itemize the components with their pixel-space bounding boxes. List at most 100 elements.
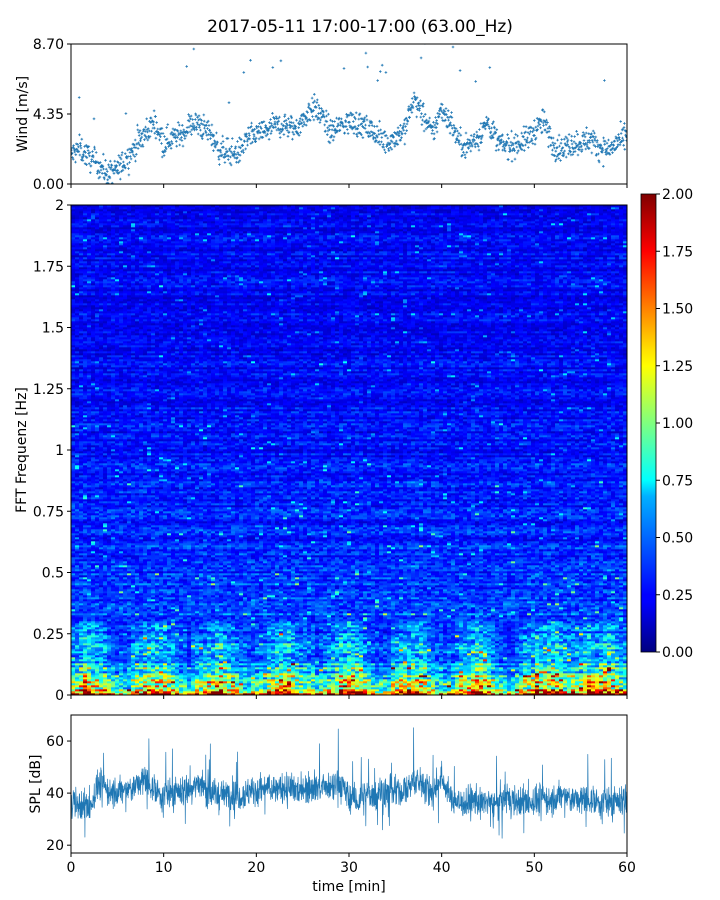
heatmap-cell: [279, 687, 283, 689]
heatmap-cell: [391, 687, 395, 689]
heatmap-cell: [543, 669, 547, 671]
heatmap-cell: [575, 669, 579, 671]
heatmap-cell: [275, 659, 279, 661]
heatmap-cell: [399, 685, 403, 687]
heatmap-cell: [351, 675, 355, 677]
heatmap-cell: [71, 683, 75, 685]
heatmap-cell: [607, 671, 611, 673]
heatmap-cell: [307, 653, 311, 655]
heatmap-cell: [479, 673, 483, 675]
heatmap-cell: [107, 679, 111, 681]
heatmap-cell: [531, 659, 535, 661]
heatmap-cell: [215, 647, 219, 649]
heatmap-cell: [295, 687, 299, 689]
heatmap-cell: [407, 655, 411, 657]
heatmap-cell: [255, 655, 259, 657]
heatmap-cell: [327, 647, 331, 649]
heatmap-cell: [443, 659, 447, 661]
heatmap-cell: [523, 677, 527, 679]
heatmap-cell: [531, 657, 535, 659]
heatmap-cell: [351, 681, 355, 683]
heatmap-cell: [331, 683, 335, 685]
heatmap-cell: [271, 677, 275, 679]
heatmap-cell: [163, 675, 167, 677]
heatmap-cell: [207, 687, 211, 689]
heatmap-cell: [131, 669, 135, 671]
heatmap-cell: [107, 645, 111, 647]
heatmap-cell: [151, 651, 155, 653]
wind-point: [205, 131, 208, 134]
heatmap-cell: [203, 659, 207, 661]
heatmap-cell: [259, 655, 263, 657]
heatmap-cell: [103, 659, 107, 661]
heatmap-cell: [79, 683, 83, 685]
heatmap-cell: [575, 681, 579, 683]
heatmap-cell: [167, 679, 171, 681]
heatmap-cell: [583, 689, 587, 691]
heatmap-cell: [143, 673, 147, 675]
heatmap-cell: [195, 681, 199, 683]
heatmap-cell: [83, 651, 87, 653]
heatmap-cell: [535, 687, 539, 689]
heatmap-cell: [83, 685, 87, 687]
heatmap-cell: [111, 681, 115, 683]
wind-point: [175, 140, 178, 143]
heatmap-cell: [143, 649, 147, 651]
wind-point: [464, 154, 467, 157]
heatmap-cell: [211, 683, 215, 685]
heatmap-cell: [447, 663, 451, 665]
wind-point: [556, 139, 559, 142]
heatmap-cell: [463, 681, 467, 683]
heatmap-cell: [231, 665, 235, 667]
heatmap-cell: [223, 689, 227, 691]
heatmap-cell: [159, 651, 163, 653]
heatmap-cell: [227, 671, 231, 673]
heatmap-cell: [363, 645, 367, 647]
heatmap-cell: [575, 677, 579, 679]
heatmap-cell: [87, 655, 91, 657]
heatmap-cell: [487, 657, 491, 659]
heatmap-cell: [195, 691, 199, 693]
heatmap-cell: [303, 687, 307, 689]
heatmap-cell: [555, 669, 559, 671]
heatmap-cell: [163, 683, 167, 685]
heatmap-cell: [75, 685, 79, 687]
heatmap-cell: [499, 685, 503, 687]
heatmap-cell: [287, 653, 291, 655]
heatmap-cell: [263, 655, 267, 657]
heatmap-cell: [583, 667, 587, 669]
heatmap-cell: [539, 645, 543, 647]
heatmap-cell: [167, 655, 171, 657]
heatmap-cell: [147, 645, 151, 647]
heatmap-cell: [235, 689, 239, 691]
heatmap-cell: [275, 683, 279, 685]
heatmap-cell: [139, 689, 143, 691]
heatmap-cell: [303, 681, 307, 683]
heatmap-cell: [299, 673, 303, 675]
heatmap-cell: [207, 663, 211, 665]
heatmap-cell: [595, 655, 599, 657]
heatmap-cell: [515, 677, 519, 679]
heatmap-cell: [399, 663, 403, 665]
heatmap-cell: [403, 685, 407, 687]
heatmap-cell: [163, 671, 167, 673]
wind-point: [129, 155, 132, 158]
heatmap-cell: [147, 651, 151, 653]
heatmap-cell: [355, 671, 359, 673]
heatmap-cell: [515, 647, 519, 649]
heatmap-cell: [295, 689, 299, 691]
heatmap-cell: [423, 667, 427, 669]
heatmap-cell: [127, 681, 131, 683]
heatmap-cell: [143, 659, 147, 661]
heatmap-cell: [319, 667, 323, 669]
heatmap-cell: [579, 685, 583, 687]
heatmap-cell: [547, 647, 551, 649]
heatmap-cell: [551, 667, 555, 669]
heatmap-cell: [455, 683, 459, 685]
heatmap-cell: [327, 665, 331, 667]
heatmap-cell: [315, 653, 319, 655]
heatmap-cell: [183, 689, 187, 691]
heatmap-cell: [239, 669, 243, 671]
heatmap-cell: [451, 685, 455, 687]
heatmap-cell: [227, 679, 231, 681]
